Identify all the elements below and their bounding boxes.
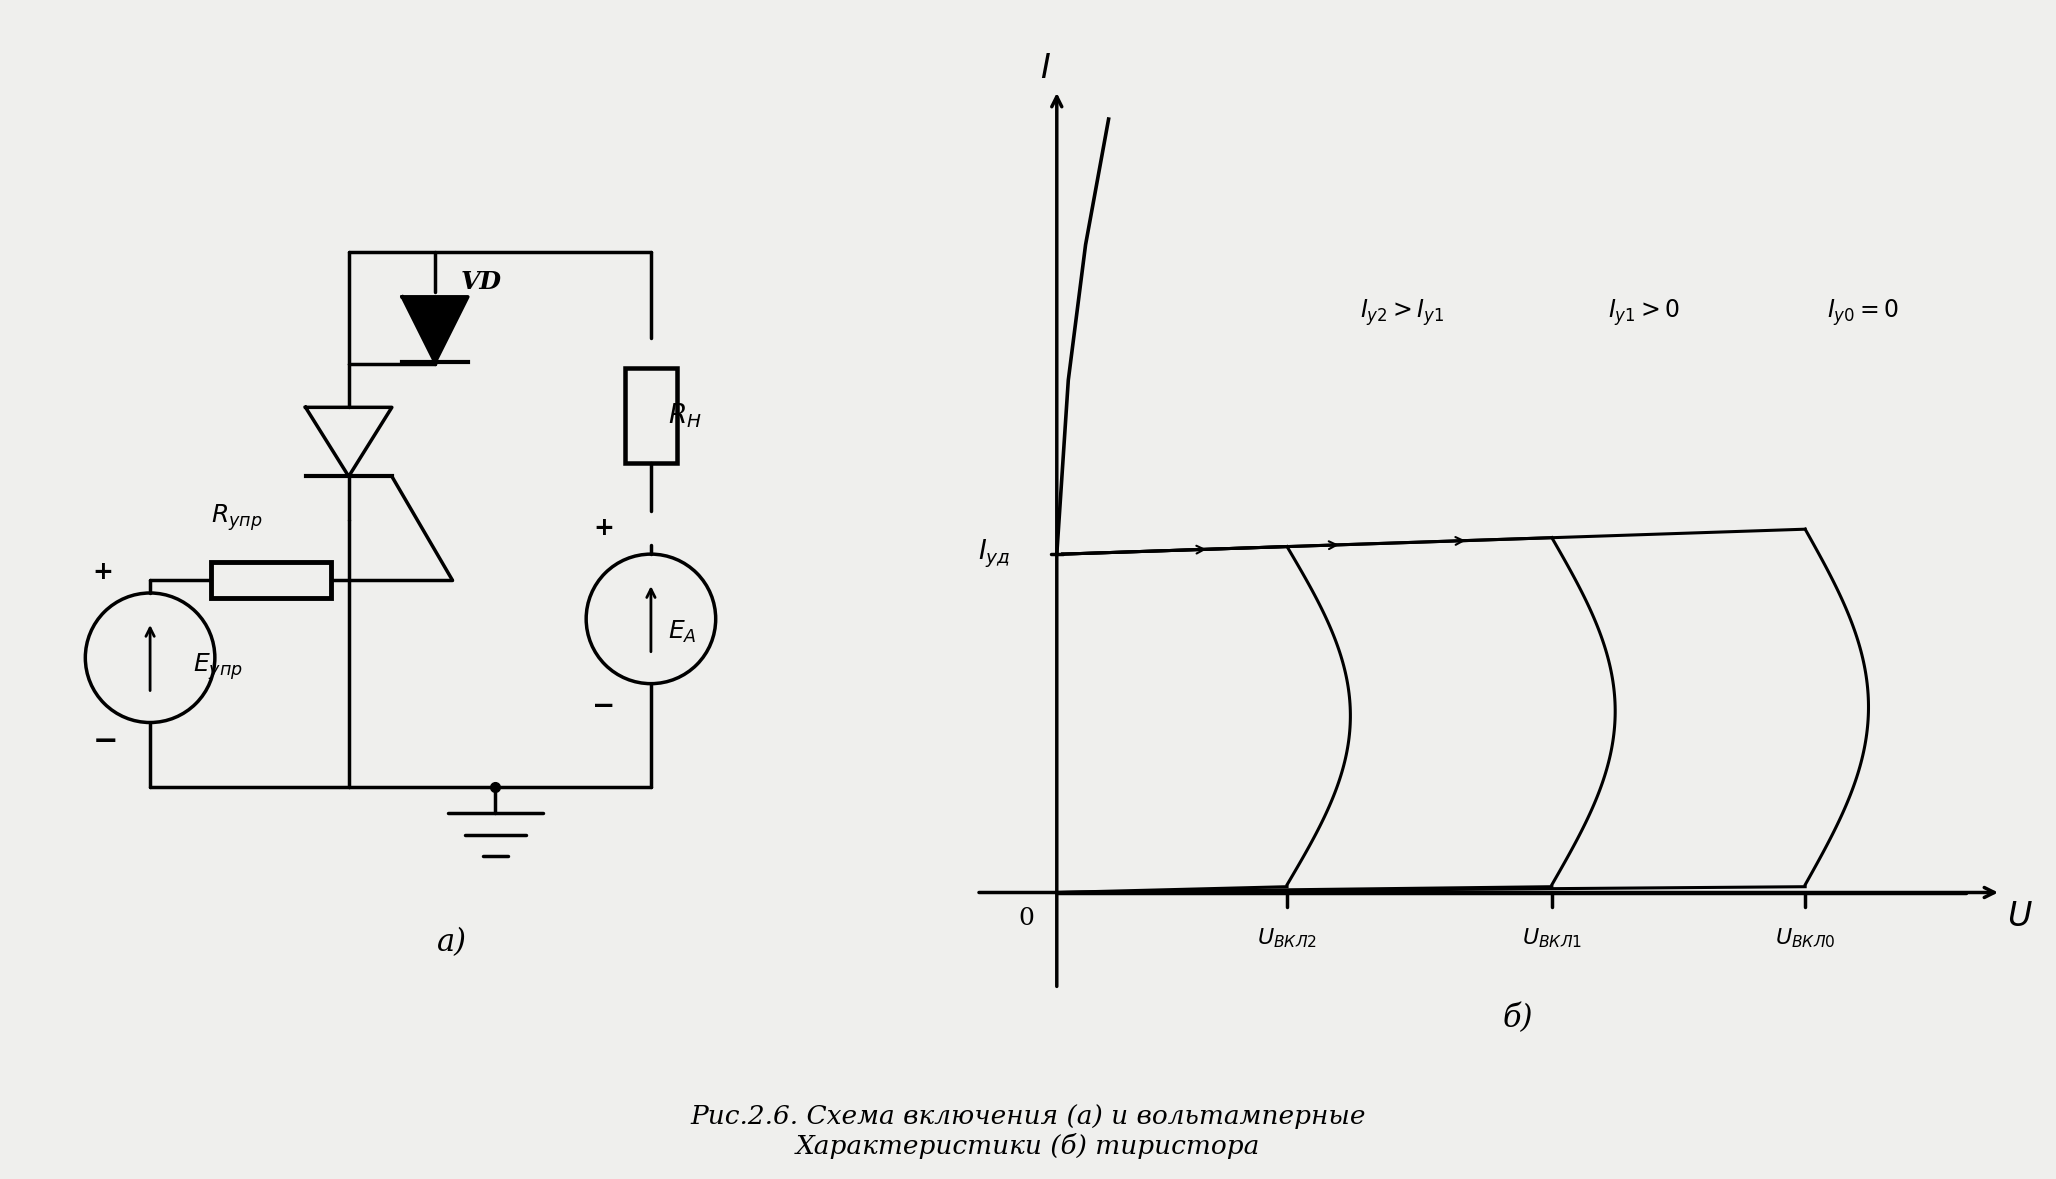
Text: +: +: [93, 560, 113, 585]
Text: $R_{H}$: $R_{H}$: [668, 402, 701, 430]
Text: Рис.2.6. Схема включения (а) и вольтамперные
Характеристики (б) тиристора: Рис.2.6. Схема включения (а) и вольтампе…: [691, 1105, 1365, 1159]
Bar: [210, 562, 331, 598]
Text: −: −: [93, 726, 117, 756]
Text: −: −: [592, 692, 615, 720]
Text: $I_{уд}$: $I_{уд}$: [979, 538, 1012, 571]
Text: $U$: $U$: [2007, 901, 2033, 933]
Text: $U_{ВКЛ1}$: $U_{ВКЛ1}$: [1521, 927, 1581, 950]
Text: $I_{у2}>I_{у1}$: $I_{у2}>I_{у1}$: [1359, 297, 1445, 328]
Text: 0: 0: [1018, 907, 1034, 930]
Text: $E_{упр}$: $E_{упр}$: [193, 651, 243, 681]
Text: $E_{А}$: $E_{А}$: [668, 619, 697, 645]
Text: VD: VD: [461, 270, 502, 294]
Bar: [625, 369, 676, 463]
Text: а): а): [438, 927, 467, 959]
Text: $U_{ВКЛ0}$: $U_{ВКЛ0}$: [1774, 927, 1836, 950]
Text: +: +: [592, 516, 615, 540]
Text: б): б): [1503, 1002, 1532, 1034]
Text: $I$: $I$: [1040, 52, 1051, 85]
Text: $I_{у1}>0$: $I_{у1}>0$: [1608, 297, 1680, 328]
Text: $R_{упр}$: $R_{упр}$: [210, 502, 263, 533]
Text: $U_{ВКЛ2}$: $U_{ВКЛ2}$: [1256, 927, 1318, 950]
Polygon shape: [403, 297, 469, 362]
Text: $I_{у0}=0$: $I_{у0}=0$: [1826, 297, 1900, 328]
